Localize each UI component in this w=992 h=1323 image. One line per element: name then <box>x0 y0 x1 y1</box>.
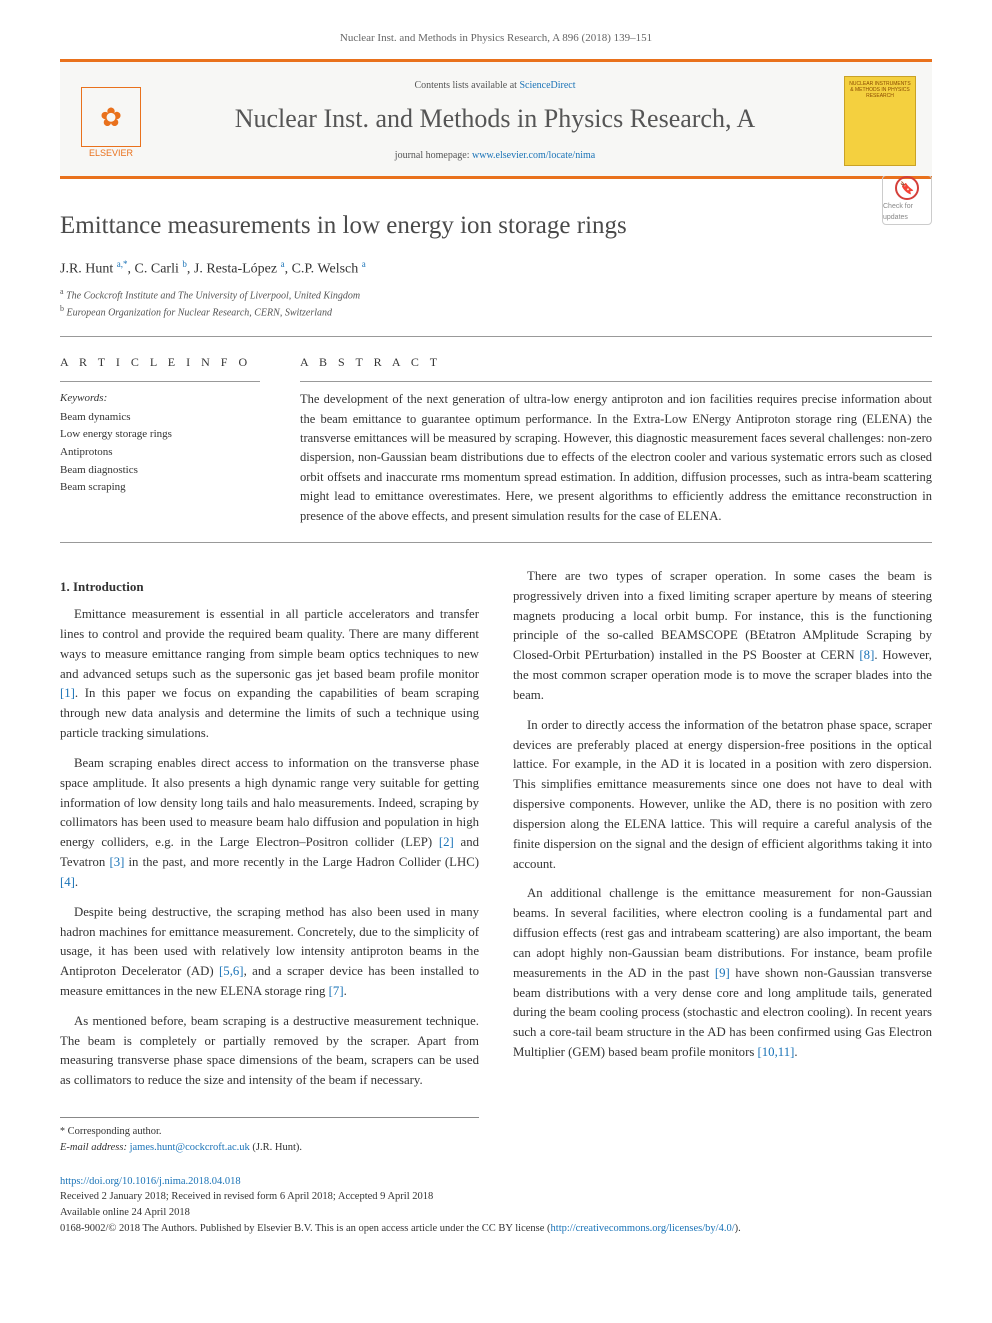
homepage-prefix: journal homepage: <box>395 150 472 161</box>
abstract-text: The development of the next generation o… <box>300 390 932 526</box>
email-label: E-mail address: <box>60 1142 127 1153</box>
keyword: Beam dynamics <box>60 409 260 427</box>
article-info-col: A R T I C L E I N F O Keywords: Beam dyn… <box>60 353 260 526</box>
keywords-list: Beam dynamicsLow energy storage ringsAnt… <box>60 409 260 497</box>
available-line: Available online 24 April 2018 <box>60 1205 932 1221</box>
cc-link[interactable]: http://creativecommons.org/licenses/by/4… <box>551 1223 735 1234</box>
check-updates-label: Check for updates <box>883 202 931 223</box>
intro-p7: An additional challenge is the emittance… <box>513 884 932 1062</box>
contents-line: Contents lists available at ScienceDirec… <box>164 78 826 93</box>
affiliation-b-text: European Organization for Nuclear Resear… <box>67 307 333 318</box>
doi-link[interactable]: https://doi.org/10.1016/j.nima.2018.04.0… <box>60 1176 241 1187</box>
info-abstract-row: A R T I C L E I N F O Keywords: Beam dyn… <box>60 353 932 526</box>
keyword: Beam diagnostics <box>60 462 260 480</box>
homepage-link[interactable]: www.elsevier.com/locate/nima <box>472 150 595 161</box>
intro-heading: 1. Introduction <box>60 577 479 597</box>
body-columns: 1. Introduction Emittance measurement is… <box>60 567 932 1091</box>
copyright-suffix: ). <box>735 1223 741 1234</box>
intro-p5: There are two types of scraper operation… <box>513 567 932 706</box>
publisher-logo: ✿ ELSEVIER <box>76 81 146 161</box>
banner-bottom-rule <box>60 176 932 179</box>
homepage-line: journal homepage: www.elsevier.com/locat… <box>164 148 826 163</box>
affiliation-a-text: The Cockcroft Institute and The Universi… <box>66 290 360 301</box>
intro-p6: In order to directly access the informat… <box>513 716 932 875</box>
rule-below-abstract <box>60 542 932 543</box>
copyright-prefix: 0168-9002/© 2018 The Authors. Published … <box>60 1223 551 1234</box>
history-line: Received 2 January 2018; Received in rev… <box>60 1189 932 1205</box>
keyword: Low energy storage rings <box>60 426 260 444</box>
affiliation-b: b European Organization for Nuclear Rese… <box>60 303 932 320</box>
affiliations: a The Cockcroft Institute and The Univer… <box>60 286 932 321</box>
intro-p2: Beam scraping enables direct access to i… <box>60 754 479 893</box>
email-owner: (J.R. Hunt). <box>252 1142 302 1153</box>
contents-prefix: Contents lists available at <box>414 80 519 91</box>
intro-p1: Emittance measurement is essential in al… <box>60 605 479 744</box>
author-list: J.R. Hunt a,*, C. Carli b, J. Resta-Lópe… <box>60 258 932 280</box>
banner-center: Contents lists available at ScienceDirec… <box>164 78 826 163</box>
copyright-line: 0168-9002/© 2018 The Authors. Published … <box>60 1221 932 1237</box>
abstract-col: A B S T R A C T The development of the n… <box>300 353 932 526</box>
corresponding-note: * Corresponding author. <box>60 1124 479 1140</box>
footnotes: * Corresponding author. E-mail address: … <box>60 1117 479 1156</box>
keyword: Antiprotons <box>60 444 260 462</box>
article-title: Emittance measurements in low energy ion… <box>60 207 932 245</box>
article-info-head: A R T I C L E I N F O <box>60 353 260 371</box>
abstract-rule <box>300 381 932 382</box>
affiliation-a: a The Cockcroft Institute and The Univer… <box>60 286 932 303</box>
sciencedirect-link[interactable]: ScienceDirect <box>519 80 575 91</box>
corresponding-text: Corresponding author. <box>68 1126 162 1137</box>
rule-above-abstract <box>60 336 932 337</box>
elsevier-tree-icon: ✿ <box>81 87 141 147</box>
keyword: Beam scraping <box>60 479 260 497</box>
journal-citation: Nuclear Inst. and Methods in Physics Res… <box>60 30 932 47</box>
article-footer: https://doi.org/10.1016/j.nima.2018.04.0… <box>60 1174 932 1237</box>
intro-p3: Despite being destructive, the scraping … <box>60 903 479 1002</box>
email-link[interactable]: james.hunt@cockcroft.ac.uk <box>130 1142 250 1153</box>
intro-p4: As mentioned before, beam scraping is a … <box>60 1012 479 1091</box>
check-updates-badge[interactable]: 🔖 Check for updates <box>882 175 932 225</box>
journal-cover-thumb: NUCLEAR INSTRUMENTS & METHODS IN PHYSICS… <box>844 76 916 166</box>
abstract-head: A B S T R A C T <box>300 353 932 371</box>
journal-banner: ✿ ELSEVIER Contents lists available at S… <box>60 62 932 176</box>
publisher-name: ELSEVIER <box>89 147 133 161</box>
bookmark-icon: 🔖 <box>895 176 919 200</box>
email-line: E-mail address: james.hunt@cockcroft.ac.… <box>60 1140 479 1156</box>
journal-title: Nuclear Inst. and Methods in Physics Res… <box>164 99 826 138</box>
info-rule <box>60 381 260 382</box>
keywords-label: Keywords: <box>60 390 260 407</box>
